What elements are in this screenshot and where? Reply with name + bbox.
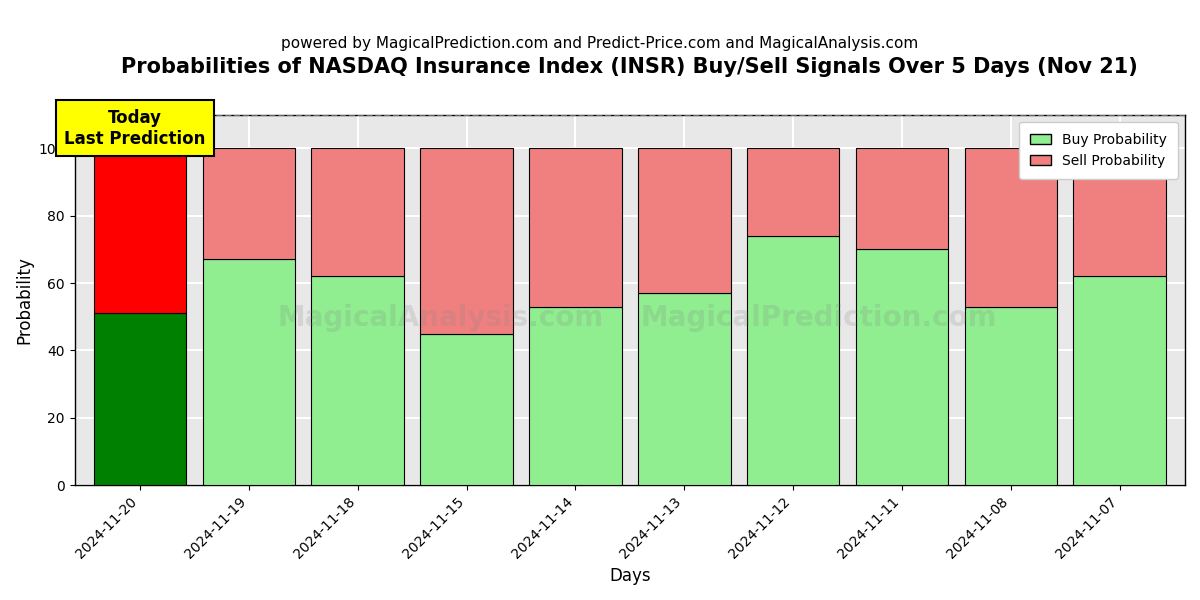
Bar bbox=[638, 148, 731, 293]
Text: MagicalPrediction.com: MagicalPrediction.com bbox=[641, 304, 997, 332]
Bar bbox=[312, 277, 404, 485]
Bar bbox=[746, 236, 839, 485]
Bar bbox=[312, 148, 404, 277]
Bar bbox=[94, 313, 186, 485]
Bar bbox=[856, 250, 948, 485]
Title: Probabilities of NASDAQ Insurance Index (INSR) Buy/Sell Signals Over 5 Days (Nov: Probabilities of NASDAQ Insurance Index … bbox=[121, 57, 1139, 77]
Bar bbox=[1074, 148, 1166, 277]
Bar bbox=[856, 148, 948, 250]
Legend: Buy Probability, Sell Probability: Buy Probability, Sell Probability bbox=[1019, 122, 1178, 179]
Bar bbox=[203, 259, 295, 485]
Text: powered by MagicalPrediction.com and Predict-Price.com and MagicalAnalysis.com: powered by MagicalPrediction.com and Pre… bbox=[281, 36, 919, 51]
Text: Today
Last Prediction: Today Last Prediction bbox=[64, 109, 205, 148]
Bar bbox=[529, 307, 622, 485]
Bar bbox=[1074, 277, 1166, 485]
Bar bbox=[638, 293, 731, 485]
X-axis label: Days: Days bbox=[610, 567, 650, 585]
Bar bbox=[420, 334, 512, 485]
Y-axis label: Probability: Probability bbox=[16, 256, 34, 344]
Bar bbox=[203, 148, 295, 259]
Text: MagicalAnalysis.com: MagicalAnalysis.com bbox=[278, 304, 604, 332]
Bar bbox=[94, 148, 186, 313]
Bar bbox=[965, 307, 1057, 485]
Bar bbox=[746, 148, 839, 236]
Bar bbox=[965, 148, 1057, 307]
Bar bbox=[420, 148, 512, 334]
Bar bbox=[529, 148, 622, 307]
